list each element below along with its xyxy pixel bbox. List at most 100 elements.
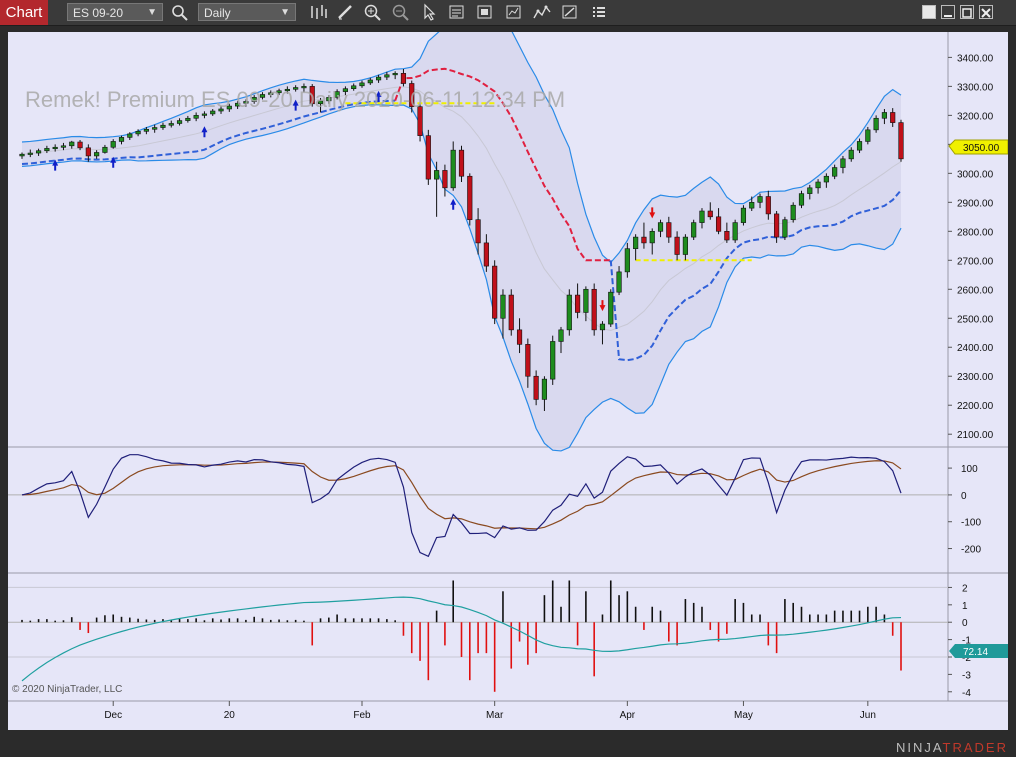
candle-body <box>890 112 896 123</box>
volume-tick-label: -1 <box>962 636 971 647</box>
candle-body <box>691 222 697 238</box>
close-icon[interactable] <box>979 5 993 19</box>
zoom-out-icon[interactable] <box>391 3 411 21</box>
candle-body <box>342 88 348 92</box>
chevron-down-icon: ▼ <box>280 7 290 18</box>
time-tick-label: May <box>734 710 753 721</box>
candle-body <box>127 133 133 138</box>
candle-body <box>873 117 879 131</box>
indicators-icon[interactable] <box>532 3 552 21</box>
candle-body <box>633 236 639 249</box>
period-value: Daily <box>204 6 231 20</box>
candle-body <box>210 110 216 115</box>
time-tick-label: Jun <box>860 710 876 721</box>
candle-body <box>749 202 755 209</box>
candle-body <box>36 150 42 154</box>
time-tick-label: 20 <box>224 710 236 721</box>
candle-body <box>235 102 241 107</box>
minimize-icon[interactable] <box>941 5 955 19</box>
candle-body <box>533 375 539 400</box>
period-selector[interactable]: Daily ▼ <box>198 3 296 21</box>
candle-body <box>707 210 713 218</box>
candle-body <box>516 329 523 345</box>
tile-icon[interactable] <box>922 5 936 19</box>
time-tick-label: Apr <box>620 710 636 721</box>
candles-layer <box>19 68 904 412</box>
candle-body <box>434 170 440 180</box>
buy-arrow-icon <box>110 156 117 168</box>
candle-body <box>458 149 465 177</box>
arrow-layer <box>52 90 656 312</box>
candle-body <box>715 216 722 232</box>
candle-body <box>409 83 415 107</box>
candle-body <box>450 149 456 189</box>
pencil-icon[interactable] <box>336 3 356 21</box>
candle-body <box>591 288 597 331</box>
templates-icon[interactable] <box>589 3 609 21</box>
zoom-in-icon[interactable] <box>363 3 383 21</box>
sell-arrow-icon <box>599 300 606 312</box>
candle-body <box>699 210 705 223</box>
time-tick-label: Mar <box>486 710 504 721</box>
time-tick-label: Feb <box>353 710 371 721</box>
oscillator-tick-label: 100 <box>961 464 978 475</box>
drawing-tools-icon[interactable] <box>560 3 580 21</box>
chart-svg[interactable]: 3400.003300.003200.003100.003000.002900.… <box>8 10 1009 730</box>
candle-body <box>823 175 829 183</box>
bar-type-icon[interactable] <box>308 3 328 21</box>
properties-icon[interactable] <box>475 3 495 21</box>
level-layer <box>345 102 752 262</box>
candle-body <box>774 213 780 238</box>
volume-tick-label: -3 <box>962 670 971 681</box>
strategies-icon[interactable] <box>504 3 524 21</box>
candle-body <box>168 123 174 126</box>
buy-arrow-icon <box>201 126 208 138</box>
price-tick-label: 2800.00 <box>957 227 994 238</box>
candle-body <box>442 170 448 189</box>
buy-arrow-icon <box>450 198 457 210</box>
current-price-marker: 3050.00 <box>948 139 1009 155</box>
candle-body <box>624 248 630 273</box>
candle-body <box>475 219 481 244</box>
price-tick-label: 2300.00 <box>957 372 994 383</box>
current-value-label: 72.14 <box>963 647 988 658</box>
volume-tick-label: 2 <box>962 583 968 594</box>
pointer-icon[interactable] <box>419 3 439 21</box>
candle-body <box>682 236 688 255</box>
candle-body <box>541 378 548 400</box>
candle-body <box>798 193 805 206</box>
trailing-stop-down-line <box>394 67 611 262</box>
candle-body <box>525 344 531 377</box>
price-tick-label: 2700.00 <box>957 256 994 267</box>
candle-body <box>840 158 846 168</box>
candle-body <box>674 236 680 255</box>
instrument-selector[interactable]: ES 09-20 ▼ <box>67 3 163 21</box>
candle-body <box>666 222 672 238</box>
candle-body <box>848 149 854 160</box>
price-tick-label: 2100.00 <box>957 430 994 441</box>
chart-tab[interactable]: Chart <box>0 0 48 25</box>
candle-body <box>201 113 208 116</box>
price-tick-label: 3200.00 <box>957 111 994 122</box>
candle-body <box>856 141 863 151</box>
candle-body <box>575 294 581 313</box>
data-box-icon[interactable] <box>447 3 467 21</box>
price-tick-label: 2200.00 <box>957 401 994 412</box>
sell-arrow-icon <box>649 207 656 219</box>
candle-body <box>176 120 183 124</box>
candle-body <box>790 204 796 221</box>
oscillator-fast-line <box>21 454 902 558</box>
price-tick-label: 3000.00 <box>957 169 994 180</box>
chart-area[interactable]: 3400.003300.003200.003100.003000.002900.… <box>8 10 1009 730</box>
candle-body <box>309 86 315 105</box>
oscillator-tick-label: -100 <box>961 518 981 529</box>
search-icon[interactable] <box>170 3 190 21</box>
copyright-text: © 2020 NinjaTrader, LLC <box>12 684 122 695</box>
volume-oscillator-layer <box>8 580 948 692</box>
candle-body <box>425 135 431 180</box>
time-tick-label: Dec <box>104 710 122 721</box>
candle-body <box>276 90 282 94</box>
maximize-icon[interactable] <box>960 5 974 19</box>
candle-body <box>268 92 274 95</box>
candle-body <box>732 222 738 241</box>
